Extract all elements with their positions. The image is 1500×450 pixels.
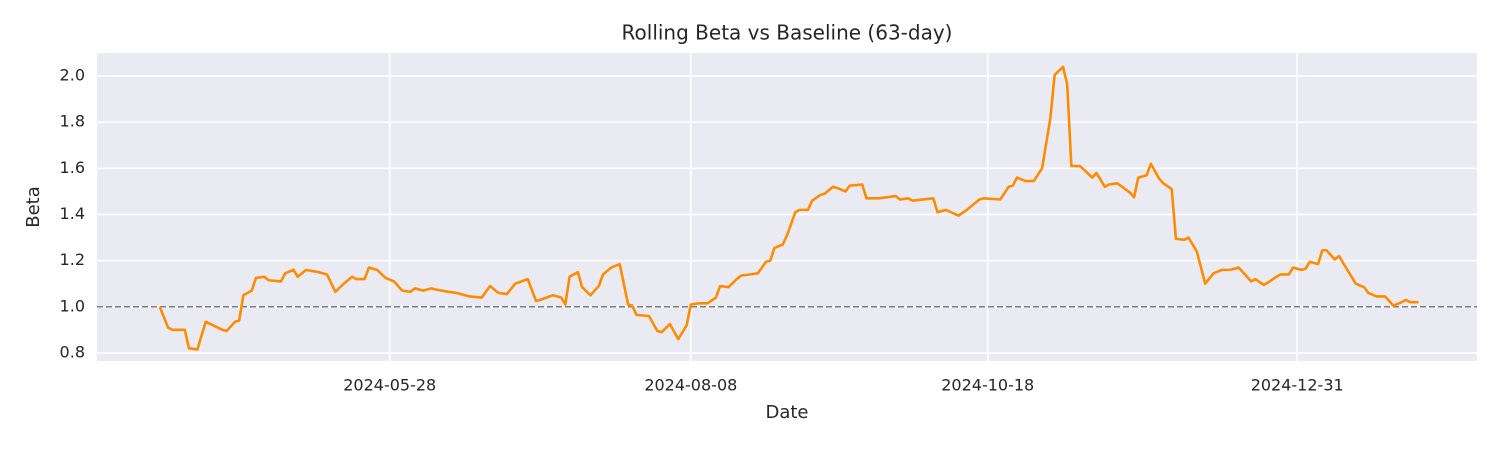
x-tick-label: 2024-10-18 bbox=[941, 376, 1034, 395]
x-tick-label: 2024-05-28 bbox=[343, 376, 436, 395]
plot-area bbox=[97, 53, 1477, 361]
data-line bbox=[158, 65, 1419, 351]
y-axis-label: Beta bbox=[23, 186, 44, 228]
y-tick-label: 1.0 bbox=[60, 296, 85, 315]
marks bbox=[97, 65, 1477, 351]
x-tick-label: 2024-12-31 bbox=[1251, 376, 1344, 395]
x-axis-label: Date bbox=[765, 402, 808, 423]
x-tick-label: 2024-08-08 bbox=[644, 376, 737, 395]
y-tick-label: 2.0 bbox=[60, 66, 85, 85]
y-tick-label: 0.8 bbox=[60, 342, 85, 361]
y-tick-label: 1.4 bbox=[60, 204, 85, 223]
y-tick-label: 1.6 bbox=[60, 158, 85, 177]
y-tick-label: 1.2 bbox=[60, 250, 85, 269]
y-tick-label: 1.8 bbox=[60, 112, 85, 131]
chart-title: Rolling Beta vs Baseline (63-day) bbox=[622, 21, 953, 45]
